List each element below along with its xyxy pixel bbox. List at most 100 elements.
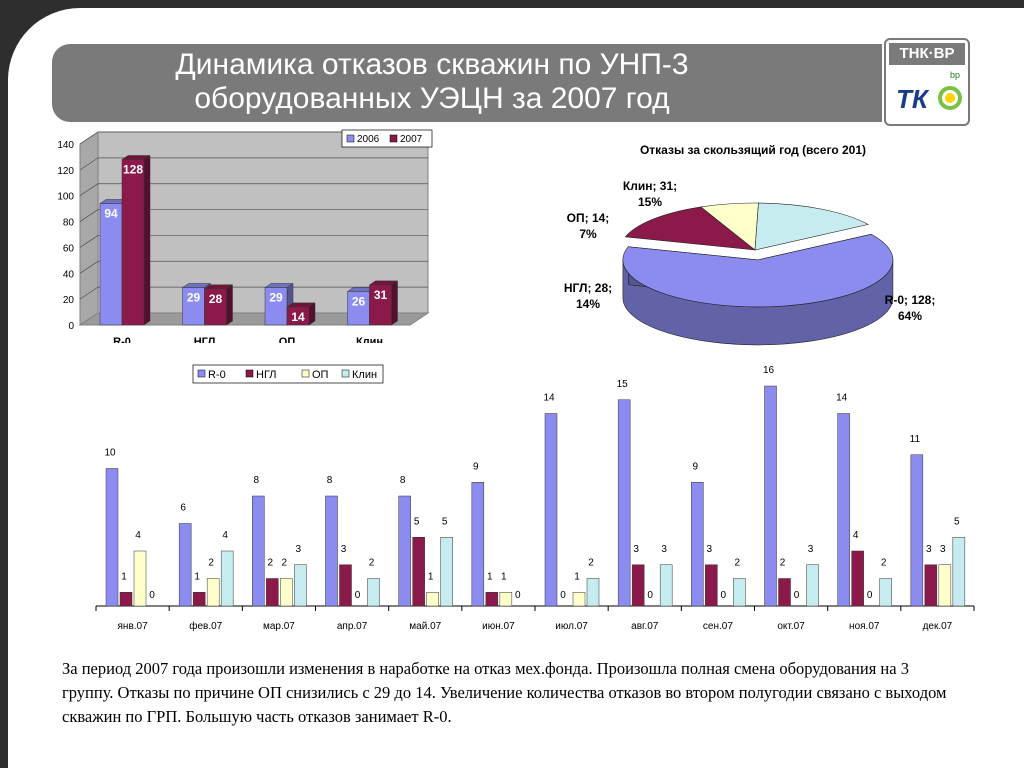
chart3-data-label: 2: [208, 558, 214, 569]
chart3-bar: [659, 564, 673, 607]
chart3-data-label: 9: [473, 461, 479, 472]
title-line-2: оборудованных УЭЦН за 2007 год: [194, 82, 670, 115]
chart1-y-tick-label: 60: [63, 243, 75, 254]
chart3-bar: [119, 592, 133, 607]
chart3-data-label: 1: [121, 571, 127, 582]
chart3-data-label: 2: [881, 558, 887, 569]
chart3-data-label: 3: [808, 544, 814, 555]
chart3-bar: [252, 495, 265, 607]
chart3-bar: [471, 482, 485, 607]
chart1-data-label: 26: [352, 294, 366, 308]
pie-slice: [624, 206, 756, 251]
chart3-category-label: фев.07: [189, 620, 222, 632]
chart3-bar: [367, 578, 380, 607]
chart3-category-label: сен.07: [703, 621, 733, 632]
chart3-bar: [294, 564, 307, 607]
logo-wordmark: ТНК·ВР: [889, 43, 965, 65]
chart3-data-label: 3: [707, 544, 713, 555]
chart1-y-tick-label: 20: [63, 295, 75, 306]
chart1-bar: [369, 284, 392, 326]
chart3-bar: [220, 550, 234, 607]
chart1-bar: [264, 287, 288, 326]
chart3-bar: [133, 550, 147, 607]
bp-helios-icon: [938, 86, 962, 110]
pie-slice: [754, 202, 870, 251]
chart3-category-label: июн.07: [482, 621, 515, 632]
chart3-data-label: 0: [647, 590, 653, 601]
chart3-data-label: 8: [327, 475, 333, 486]
chart3-bar: [572, 592, 586, 607]
pie-label-percent: 7%: [579, 227, 597, 241]
chart3-data-label: 3: [296, 544, 302, 555]
logo-mark: ТК: [896, 84, 962, 114]
company-logo: ТНК·ВР ТК bp: [884, 38, 970, 126]
pie-label-name: ОП; 14;: [567, 211, 610, 225]
chart3-bar: [851, 550, 864, 607]
chart3-bar: [764, 385, 777, 607]
chart1-data-label: 28: [209, 292, 223, 306]
chart1-data-label: 94: [104, 206, 118, 220]
chart3-category-label: окт.07: [777, 621, 805, 632]
logo-bp-text: bp: [950, 70, 961, 80]
chart3-bar: [806, 564, 819, 607]
chart1-data-label: 29: [187, 291, 201, 305]
chart3-bar: [440, 537, 453, 607]
chart3-data-label: 3: [926, 544, 932, 555]
pie-label-name: R-0; 128;: [885, 293, 936, 307]
chart1-bar-side: [391, 280, 398, 326]
chart3-bar: [485, 592, 499, 607]
chart3-data-label: 2: [735, 558, 741, 569]
chart3-legend-box: [192, 364, 384, 384]
chart3-data-label: 4: [222, 530, 228, 541]
chart1-category-label: R-0: [113, 336, 131, 343]
chart1-data-label: 31: [374, 288, 388, 302]
chart3-data-label: 4: [135, 530, 141, 541]
chart3-data-label: 2: [369, 558, 375, 569]
pie-slice: [622, 233, 894, 308]
chart3-bar: [586, 578, 600, 607]
chart3-data-label: 0: [560, 590, 566, 601]
chart3-bar: [837, 413, 850, 607]
chart3-data-label: 6: [180, 503, 186, 514]
chart1-y-tick-label: 80: [63, 218, 75, 229]
chart3-data-label: 4: [853, 530, 859, 541]
chart3-bar: [280, 578, 293, 607]
chart3-data-label: 11: [910, 434, 921, 445]
chart3-legend-swatch: [341, 369, 350, 378]
chart3-data-label: 0: [355, 590, 361, 601]
chart3-legend-swatch: [301, 369, 310, 378]
chart3-data-label: 16: [763, 365, 775, 376]
chart3-data-label: 2: [780, 558, 786, 569]
chart3-bar: [206, 578, 220, 607]
chart3-data-label: 0: [515, 590, 521, 601]
chart3-category-label: июл.07: [555, 621, 588, 632]
chart3-data-label: 5: [954, 516, 960, 527]
chart3-legend-swatch: [245, 369, 254, 378]
chart3-bar: [544, 413, 558, 607]
chart3-category-label: янв.07: [118, 621, 149, 632]
chart1-legend-label: 2006: [357, 134, 380, 145]
chart3-data-label: 3: [940, 544, 946, 555]
chart3-category-label: апр.07: [337, 621, 368, 632]
chart3-bar: [910, 454, 924, 607]
chart3-bar: [398, 495, 411, 607]
chart1-legend-label: 2007: [400, 134, 423, 145]
chart3-data-label: 10: [104, 448, 116, 459]
chart1-bar-side: [143, 155, 151, 326]
chart3-bar: [339, 564, 352, 607]
chart3-data-label: 5: [414, 516, 420, 527]
chart1-gridline-side: [79, 235, 99, 248]
chart1-bar-side: [226, 284, 233, 326]
chart3-data-label: 3: [633, 544, 639, 555]
logo-tk-mark: ТК: [896, 84, 930, 114]
chart1-y-tick-label: 40: [63, 269, 75, 280]
summary-paragraph: За период 2007 года произошли изменения …: [62, 659, 947, 726]
chart3-data-label: 1: [501, 571, 507, 582]
chart3-data-label: 1: [487, 571, 493, 582]
chart3-bar: [879, 578, 892, 607]
chart3-data-label: 9: [693, 461, 699, 472]
chart3-bar: [705, 564, 718, 607]
pie-slice-label: R-0; 128; 64%: [885, 293, 936, 323]
chart3-bar: [733, 578, 746, 607]
chart1-y-tick-label: 120: [57, 166, 74, 177]
